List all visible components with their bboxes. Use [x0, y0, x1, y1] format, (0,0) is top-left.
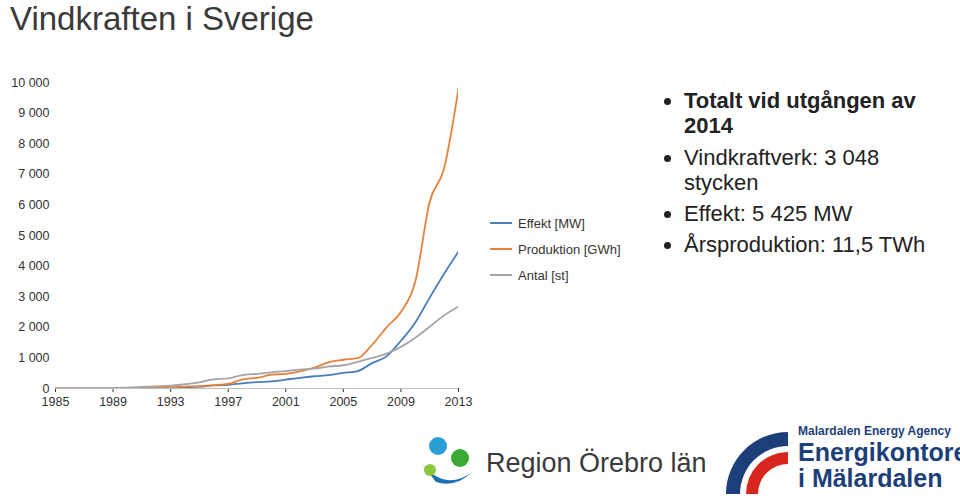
svg-text:2005: 2005	[329, 395, 357, 409]
html-text:Antal [st]: Antal [st]	[518, 267, 569, 283]
svg-text:1989: 1989	[99, 395, 127, 409]
svg-text:1997: 1997	[214, 395, 242, 409]
html-text:Produktion [GWh]: Produktion [GWh]	[518, 241, 621, 257]
svg-text:7 000: 7 000	[18, 167, 49, 181]
svg-text:9 000: 9 000	[18, 106, 49, 120]
html-text:Vindkraftverk: 3 048 stycken: Vindkraftverk: 3 048 stycken	[684, 144, 880, 195]
svg-text:8 000: 8 000	[18, 137, 49, 151]
html-text:Vindkraften i Sverige: Vindkraften i Sverige	[10, 0, 314, 37]
html-text:Effekt: 5 425 MW: Effekt: 5 425 MW	[684, 201, 853, 227]
svg-text:4 000: 4 000	[18, 259, 49, 273]
svg-text:3 000: 3 000	[18, 290, 49, 304]
svg-text:5 000: 5 000	[18, 229, 49, 243]
svg-text:2009: 2009	[387, 395, 415, 409]
svg-text:2013: 2013	[445, 395, 473, 409]
svg-text:1 000: 1 000	[18, 351, 49, 365]
html-text:i Mälardalen: i Mälardalen	[798, 464, 943, 493]
svg-text:6 000: 6 000	[18, 198, 49, 212]
svg-text:10 000: 10 000	[11, 76, 49, 90]
html-text:Region Örebro län: Region Örebro län	[486, 447, 707, 478]
html-text:Årsproduktion: 11,5 TWh: Årsproduktion: 11,5 TWh	[684, 232, 926, 258]
html-text:Malardalen Energy Agency: Malardalen Energy Agency	[798, 424, 951, 438]
svg-text:1993: 1993	[157, 395, 185, 409]
html-text:Totalt vid utgången av 2014: Totalt vid utgången av 2014	[684, 88, 916, 139]
svg-text:0: 0	[43, 382, 50, 396]
svg-text:2001: 2001	[272, 395, 300, 409]
html-text:Effekt [MW]: Effekt [MW]	[518, 215, 585, 231]
svg-text:1985: 1985	[42, 395, 70, 409]
svg-text:2 000: 2 000	[18, 320, 49, 334]
